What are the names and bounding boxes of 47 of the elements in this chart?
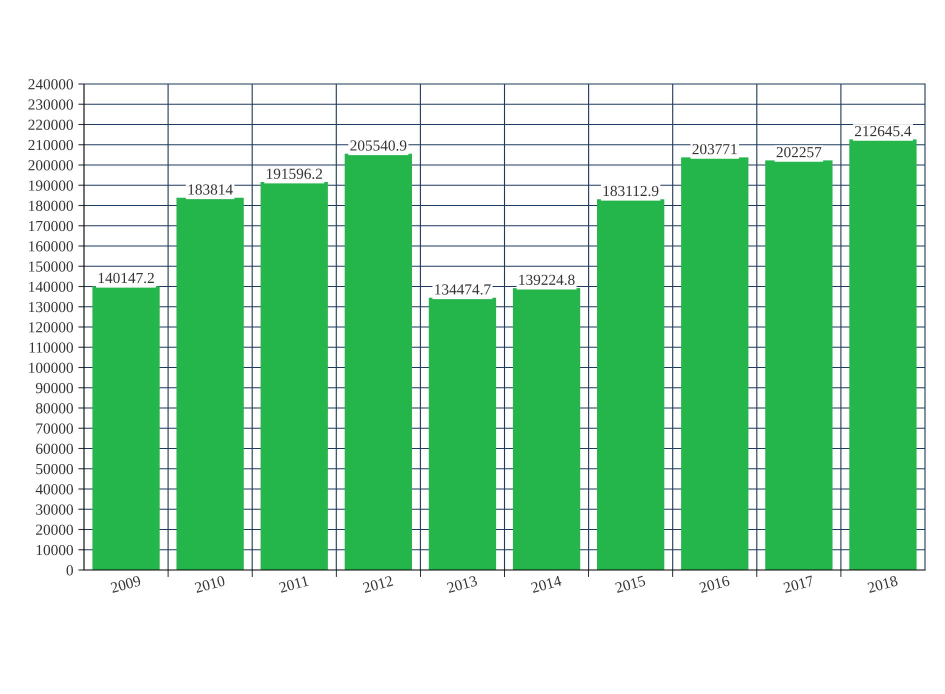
y-tick-label: 30000 xyxy=(36,504,73,515)
data-label: 212645.4 xyxy=(854,126,912,136)
y-tick-label: 240000 xyxy=(28,79,73,90)
data-label: 205540.9 xyxy=(350,140,406,151)
y-tick-label: 60000 xyxy=(36,444,73,454)
bar xyxy=(260,182,328,570)
data-label: 134474.7 xyxy=(435,284,491,295)
data-label: 183814 xyxy=(188,184,233,195)
y-tick-label: 90000 xyxy=(36,382,73,394)
y-tick-label: 70000 xyxy=(36,423,73,434)
y-tick-label: 100000 xyxy=(29,362,73,373)
x-tick-label: 2018 xyxy=(867,575,898,593)
x-tick-label: 2016 xyxy=(698,575,730,593)
x-tick-label: 2010 xyxy=(194,575,226,593)
data-label: 203771 xyxy=(692,144,737,154)
y-tick-label: 160000 xyxy=(29,241,73,252)
x-tick-label: 2015 xyxy=(614,575,646,593)
x-tick-label: 2011 xyxy=(278,576,309,593)
y-tick-label: 150000 xyxy=(29,261,73,272)
data-label: 183112.9 xyxy=(604,186,658,196)
y-tick-label: 220000 xyxy=(28,120,73,130)
x-tick-label: 2012 xyxy=(362,576,394,593)
y-tick-label: 80000 xyxy=(36,403,73,414)
y-tick-label: 180000 xyxy=(29,200,73,211)
bar xyxy=(92,286,160,570)
y-tick-label: 50000 xyxy=(36,464,73,474)
y-tick-label: 10000 xyxy=(36,544,73,556)
y-tick-label: 190000 xyxy=(29,180,73,191)
data-label: 202257 xyxy=(776,147,822,158)
y-tick-label: 200000 xyxy=(28,160,73,170)
x-tick-label: 2013 xyxy=(446,575,478,593)
x-tick-label: 2014 xyxy=(530,575,562,593)
data-label: 139224.8 xyxy=(519,274,575,286)
y-tick-label: 130000 xyxy=(29,302,73,312)
y-tick-label: 20000 xyxy=(36,524,73,535)
y-tick-label: 170000 xyxy=(29,220,73,232)
y-tick-label: 210000 xyxy=(28,140,73,150)
y-tick-label: 40000 xyxy=(36,484,73,494)
y-tick-label: 120000 xyxy=(29,322,73,332)
x-tick-label: 2017 xyxy=(783,575,814,593)
y-tick-label: 230000 xyxy=(28,99,73,110)
y-tick-label: 140000 xyxy=(29,282,73,292)
y-tick-label: 110000 xyxy=(30,342,73,353)
data-label: 191596.2 xyxy=(266,168,322,179)
data-label: 140147.2 xyxy=(98,272,154,284)
y-tick-label: 0 xyxy=(66,565,73,576)
x-tick-label: 2009 xyxy=(110,575,142,593)
